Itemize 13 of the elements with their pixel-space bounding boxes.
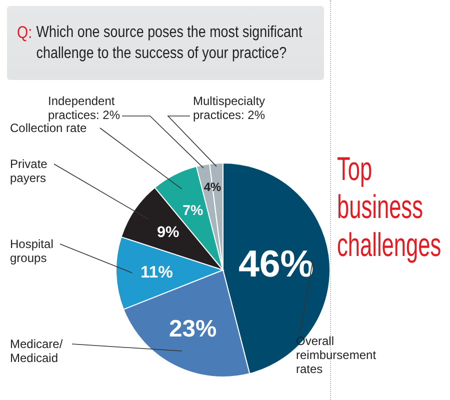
chart-title: Q: Which one source poses the most significant challenge to the success of your practice?: [17, 22, 304, 64]
slice-label: Hospital groups: [10, 237, 54, 265]
data-label: 23%: [169, 316, 217, 343]
data-label: 46%: [238, 242, 314, 284]
slice-label: Multispecialty practices: 2%: [193, 94, 266, 122]
slice-label: Collection rate: [10, 121, 88, 135]
slice-label: Independent practices: 2%: [48, 94, 120, 122]
data-label: 7%: [182, 202, 204, 219]
text: Top business challenges: [337, 150, 442, 264]
data-label: 11%: [140, 262, 174, 282]
slice-label: Private payers: [10, 157, 48, 185]
slice-label: Medicare/Medicaid: [10, 337, 64, 365]
data-label: 9%: [157, 224, 180, 242]
